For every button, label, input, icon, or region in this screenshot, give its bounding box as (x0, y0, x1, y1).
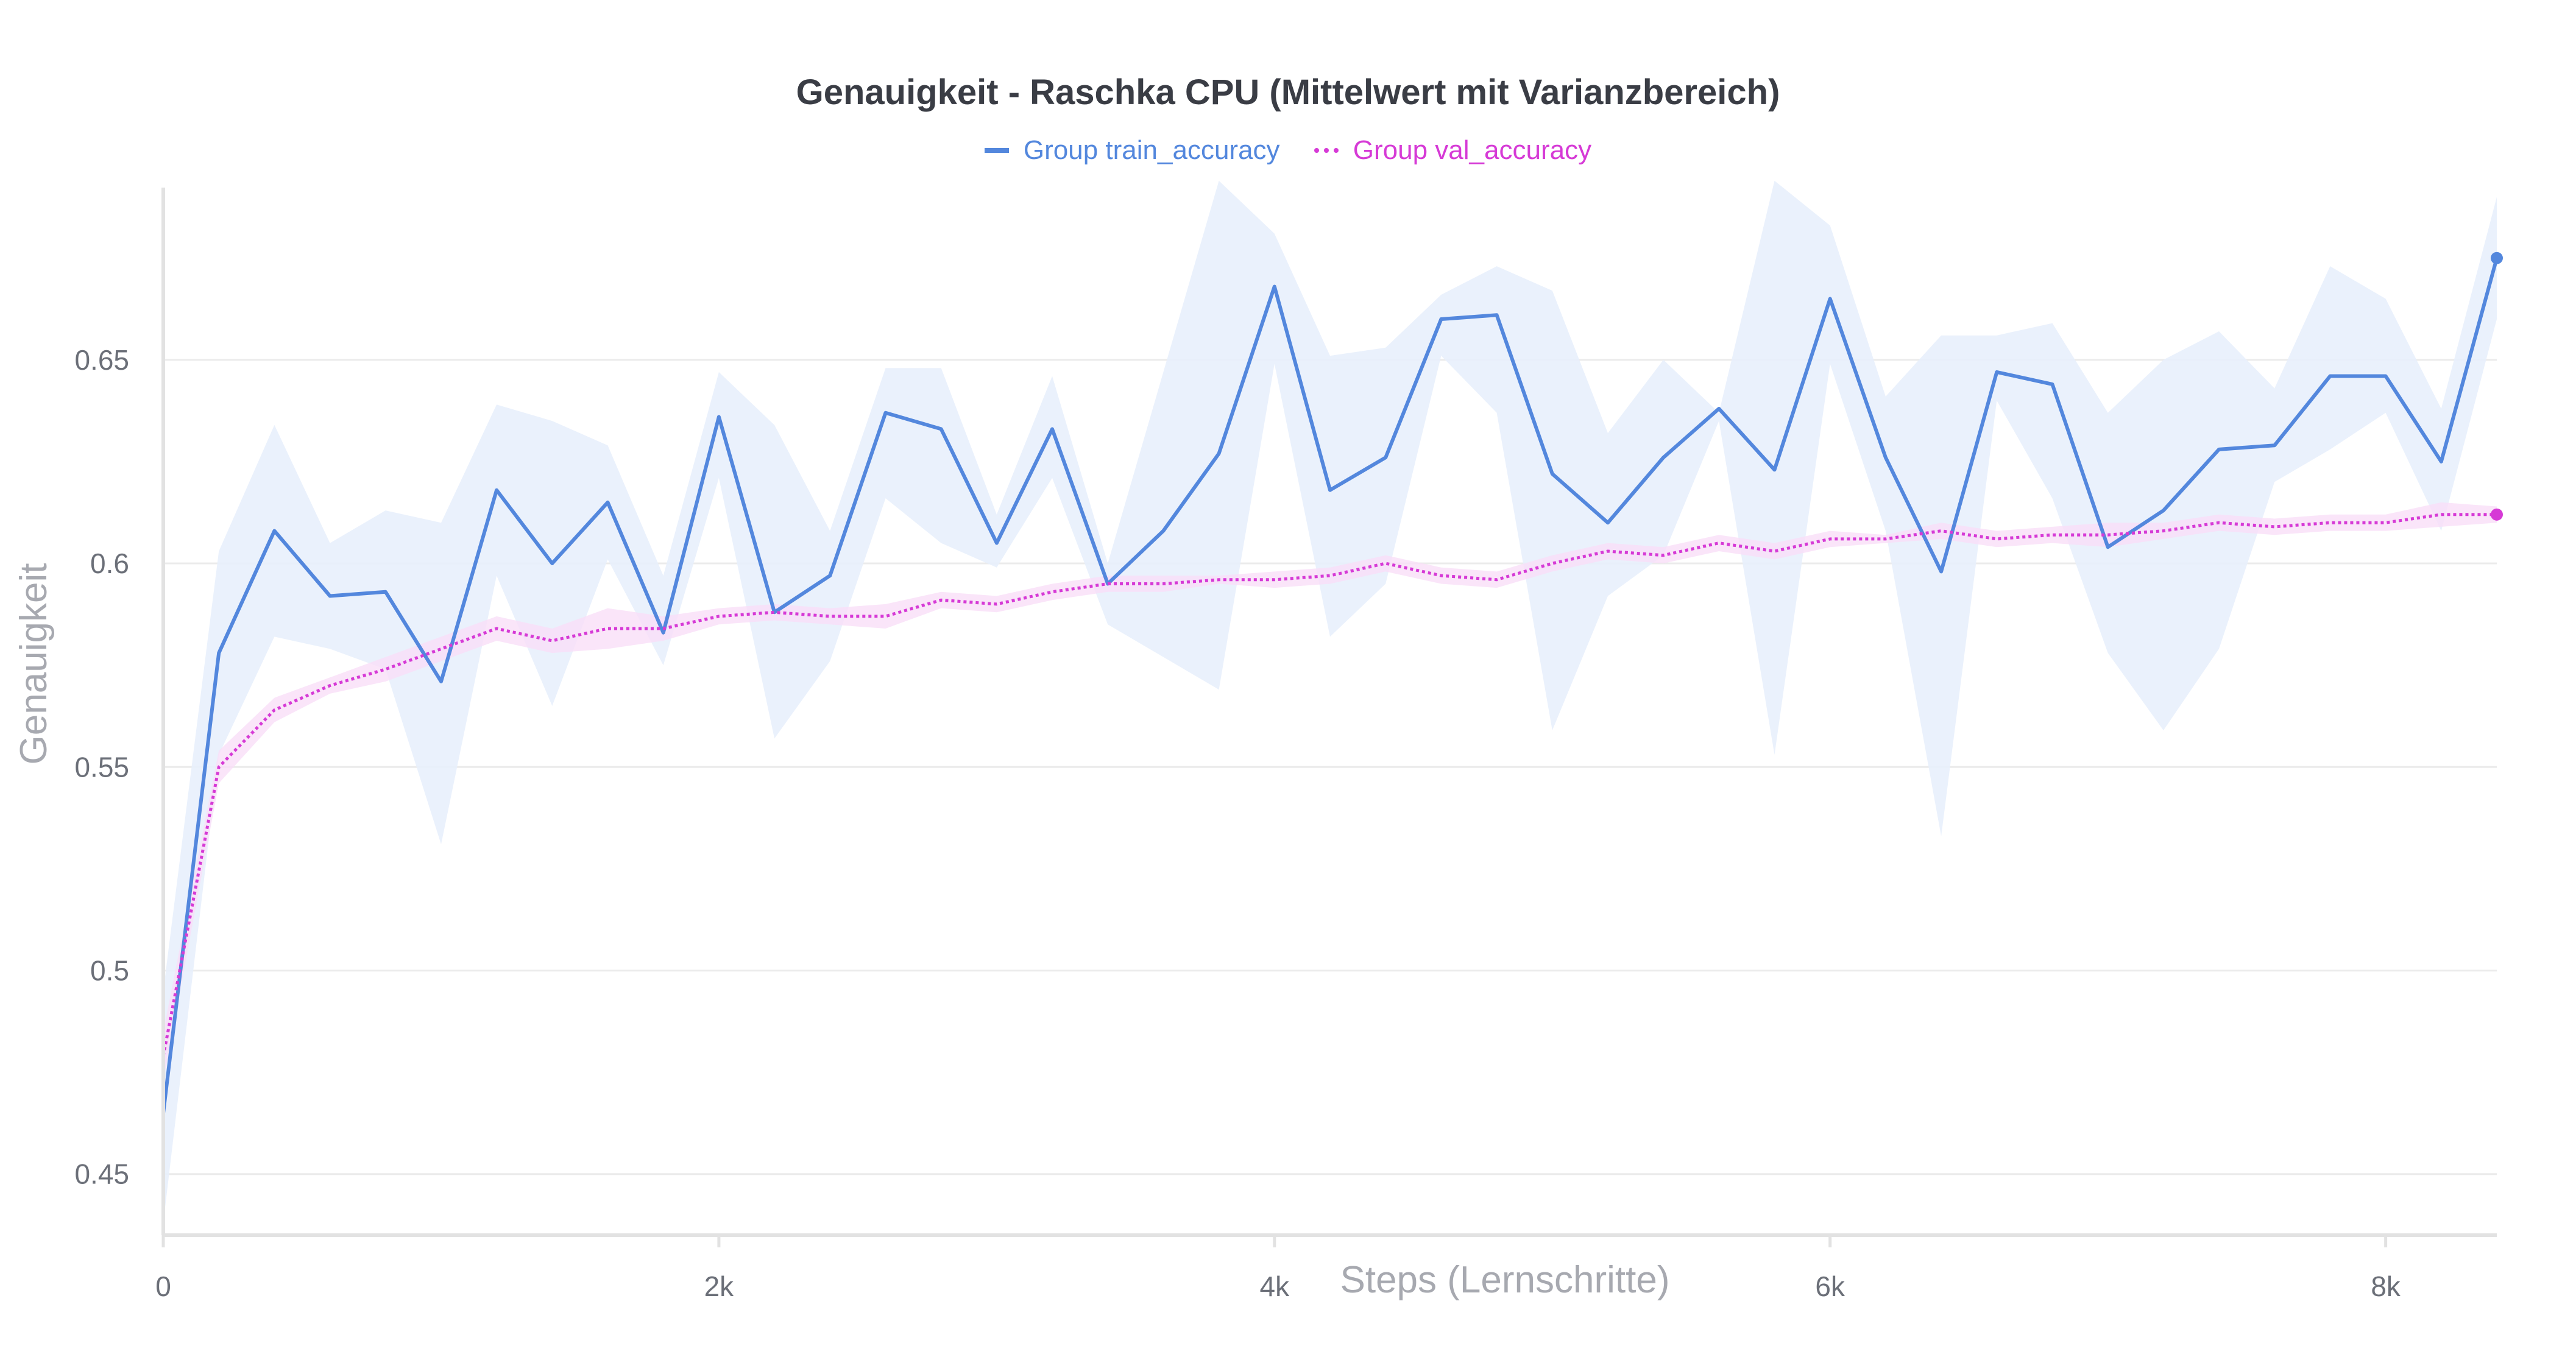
y-tick-label: 0.45 (74, 1158, 129, 1190)
axes (161, 188, 2497, 1247)
series-lines (161, 252, 2503, 1113)
y-tick-label: 0.55 (74, 751, 129, 783)
variance-bands (163, 180, 2497, 1223)
y-axis-title: Genauigkeit (13, 563, 55, 765)
legend-swatch-train-accuracy (984, 148, 1009, 153)
chart-title: Genauigkeit - Raschka CPU (Mittelwert mi… (796, 72, 1780, 112)
series-end-marker-0 (2491, 252, 2503, 264)
x-tick-label: 2k (704, 1271, 735, 1302)
legend-label-val-accuracy: Group val_accuracy (1353, 135, 1592, 165)
y-tick-label: 0.65 (74, 344, 129, 376)
y-tick-label: 0.6 (90, 548, 129, 579)
y-tick-label: 0.5 (90, 955, 129, 987)
x-tick-label: 0 (155, 1271, 171, 1302)
x-tick-label: 8k (2371, 1271, 2401, 1302)
legend: Group train_accuracy Group val_accuracy (0, 129, 2576, 166)
legend-item-train-accuracy[interactable]: Group train_accuracy (984, 135, 1280, 166)
tick-labels: 0.45 0.5 0.55 0.6 0.65 0 2k 4k 6k 8k (74, 344, 2401, 1302)
x-tick-label: 6k (1815, 1271, 1845, 1302)
legend-item-val-accuracy[interactable]: Group val_accuracy (1314, 135, 1591, 166)
series-end-marker-1 (2491, 508, 2503, 521)
legend-label-train-accuracy: Group train_accuracy (1023, 135, 1280, 165)
x-axis-title: Steps (Lernschritte) (1340, 1259, 1670, 1301)
variance-band-0 (163, 180, 2497, 1223)
series-line-0 (161, 257, 2499, 1113)
x-tick-label: 4k (1260, 1271, 1290, 1302)
legend-swatch-val-accuracy (1314, 148, 1339, 153)
series-line-1 (161, 513, 2497, 1057)
